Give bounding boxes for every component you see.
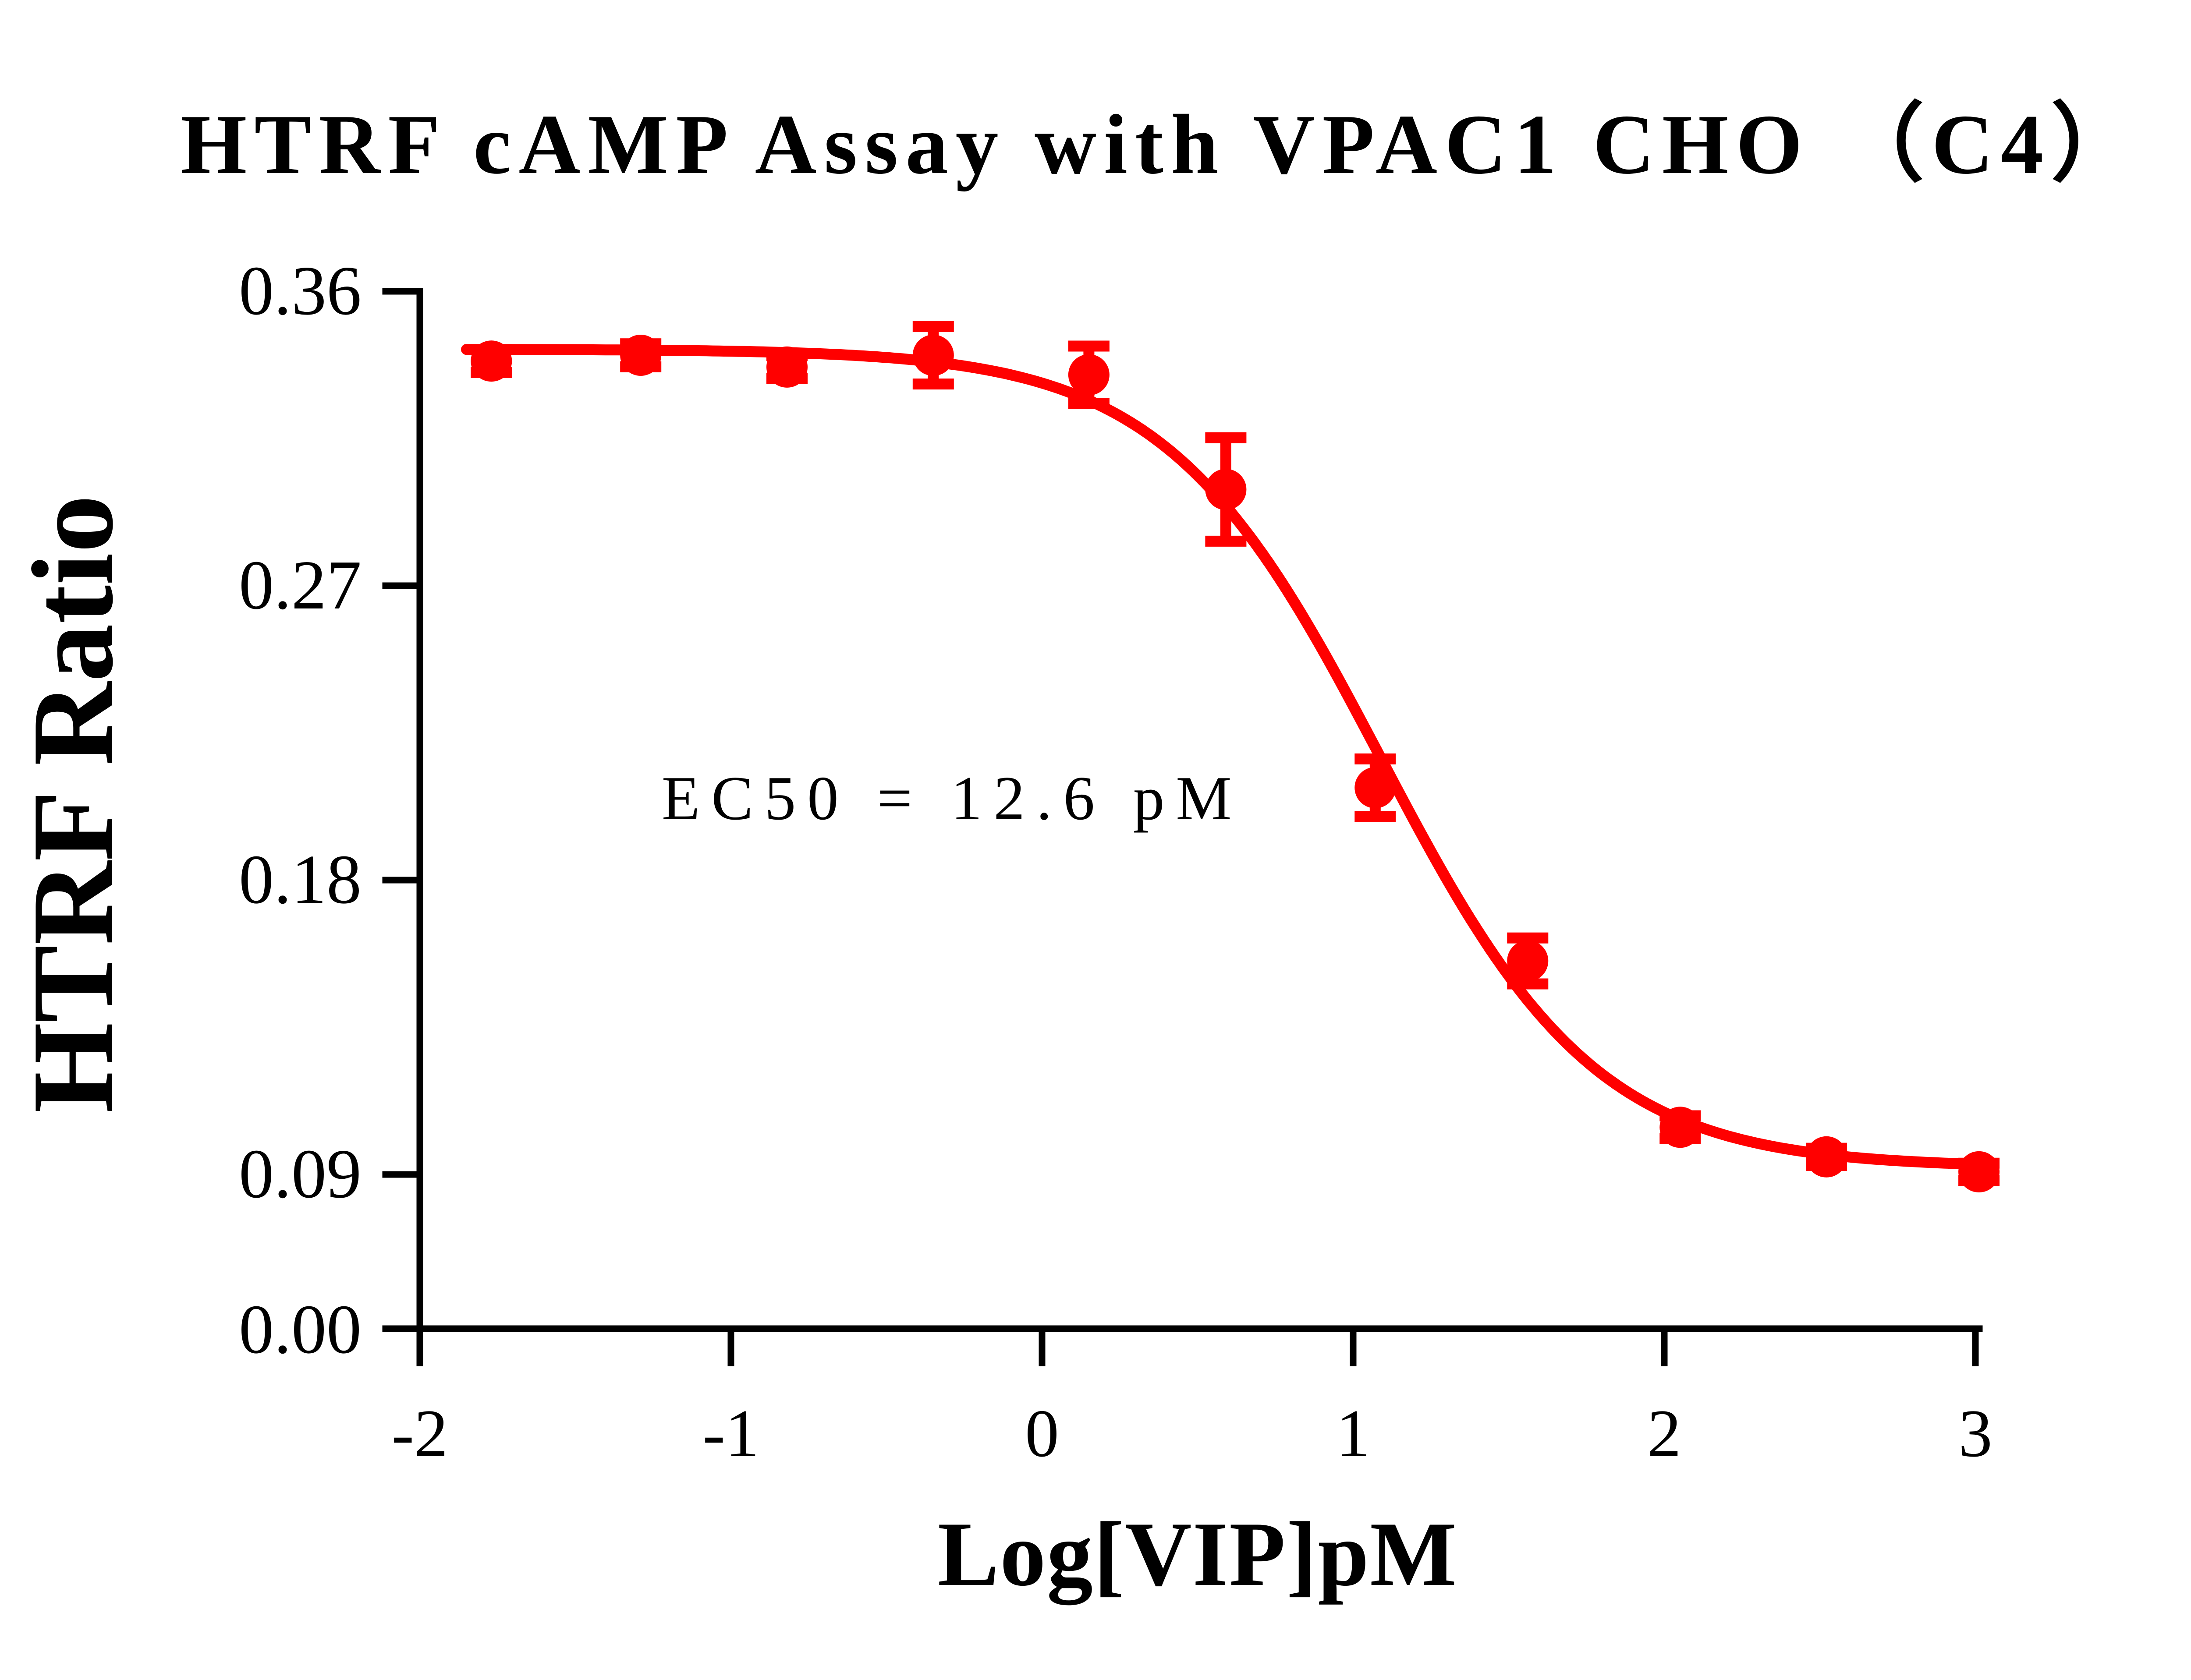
svg-text:0.09: 0.09 [239, 1135, 362, 1213]
svg-text:EC50 = 12.6 pM: EC50 = 12.6 pM [662, 764, 1243, 833]
svg-text:0: 0 [1025, 1396, 1059, 1471]
svg-text:1: 1 [1336, 1396, 1370, 1471]
svg-text:-2: -2 [391, 1396, 448, 1471]
svg-text:0.00: 0.00 [239, 1290, 362, 1368]
svg-text:Log[VIP]pM: Log[VIP]pM [938, 1503, 1458, 1605]
svg-text:HTRF cAMP Assay with VPAC1 CHO: HTRF cAMP Assay with VPAC1 CHO （C4） [181, 97, 2144, 192]
svg-text:3: 3 [1958, 1396, 1992, 1471]
svg-text:0.27: 0.27 [239, 546, 362, 624]
svg-text:HTRF Ratio: HTRF Ratio [9, 495, 137, 1113]
svg-text:-1: -1 [702, 1396, 759, 1471]
svg-text:0.18: 0.18 [239, 840, 362, 918]
svg-text:2: 2 [1647, 1396, 1681, 1471]
svg-text:0.36: 0.36 [239, 251, 362, 329]
